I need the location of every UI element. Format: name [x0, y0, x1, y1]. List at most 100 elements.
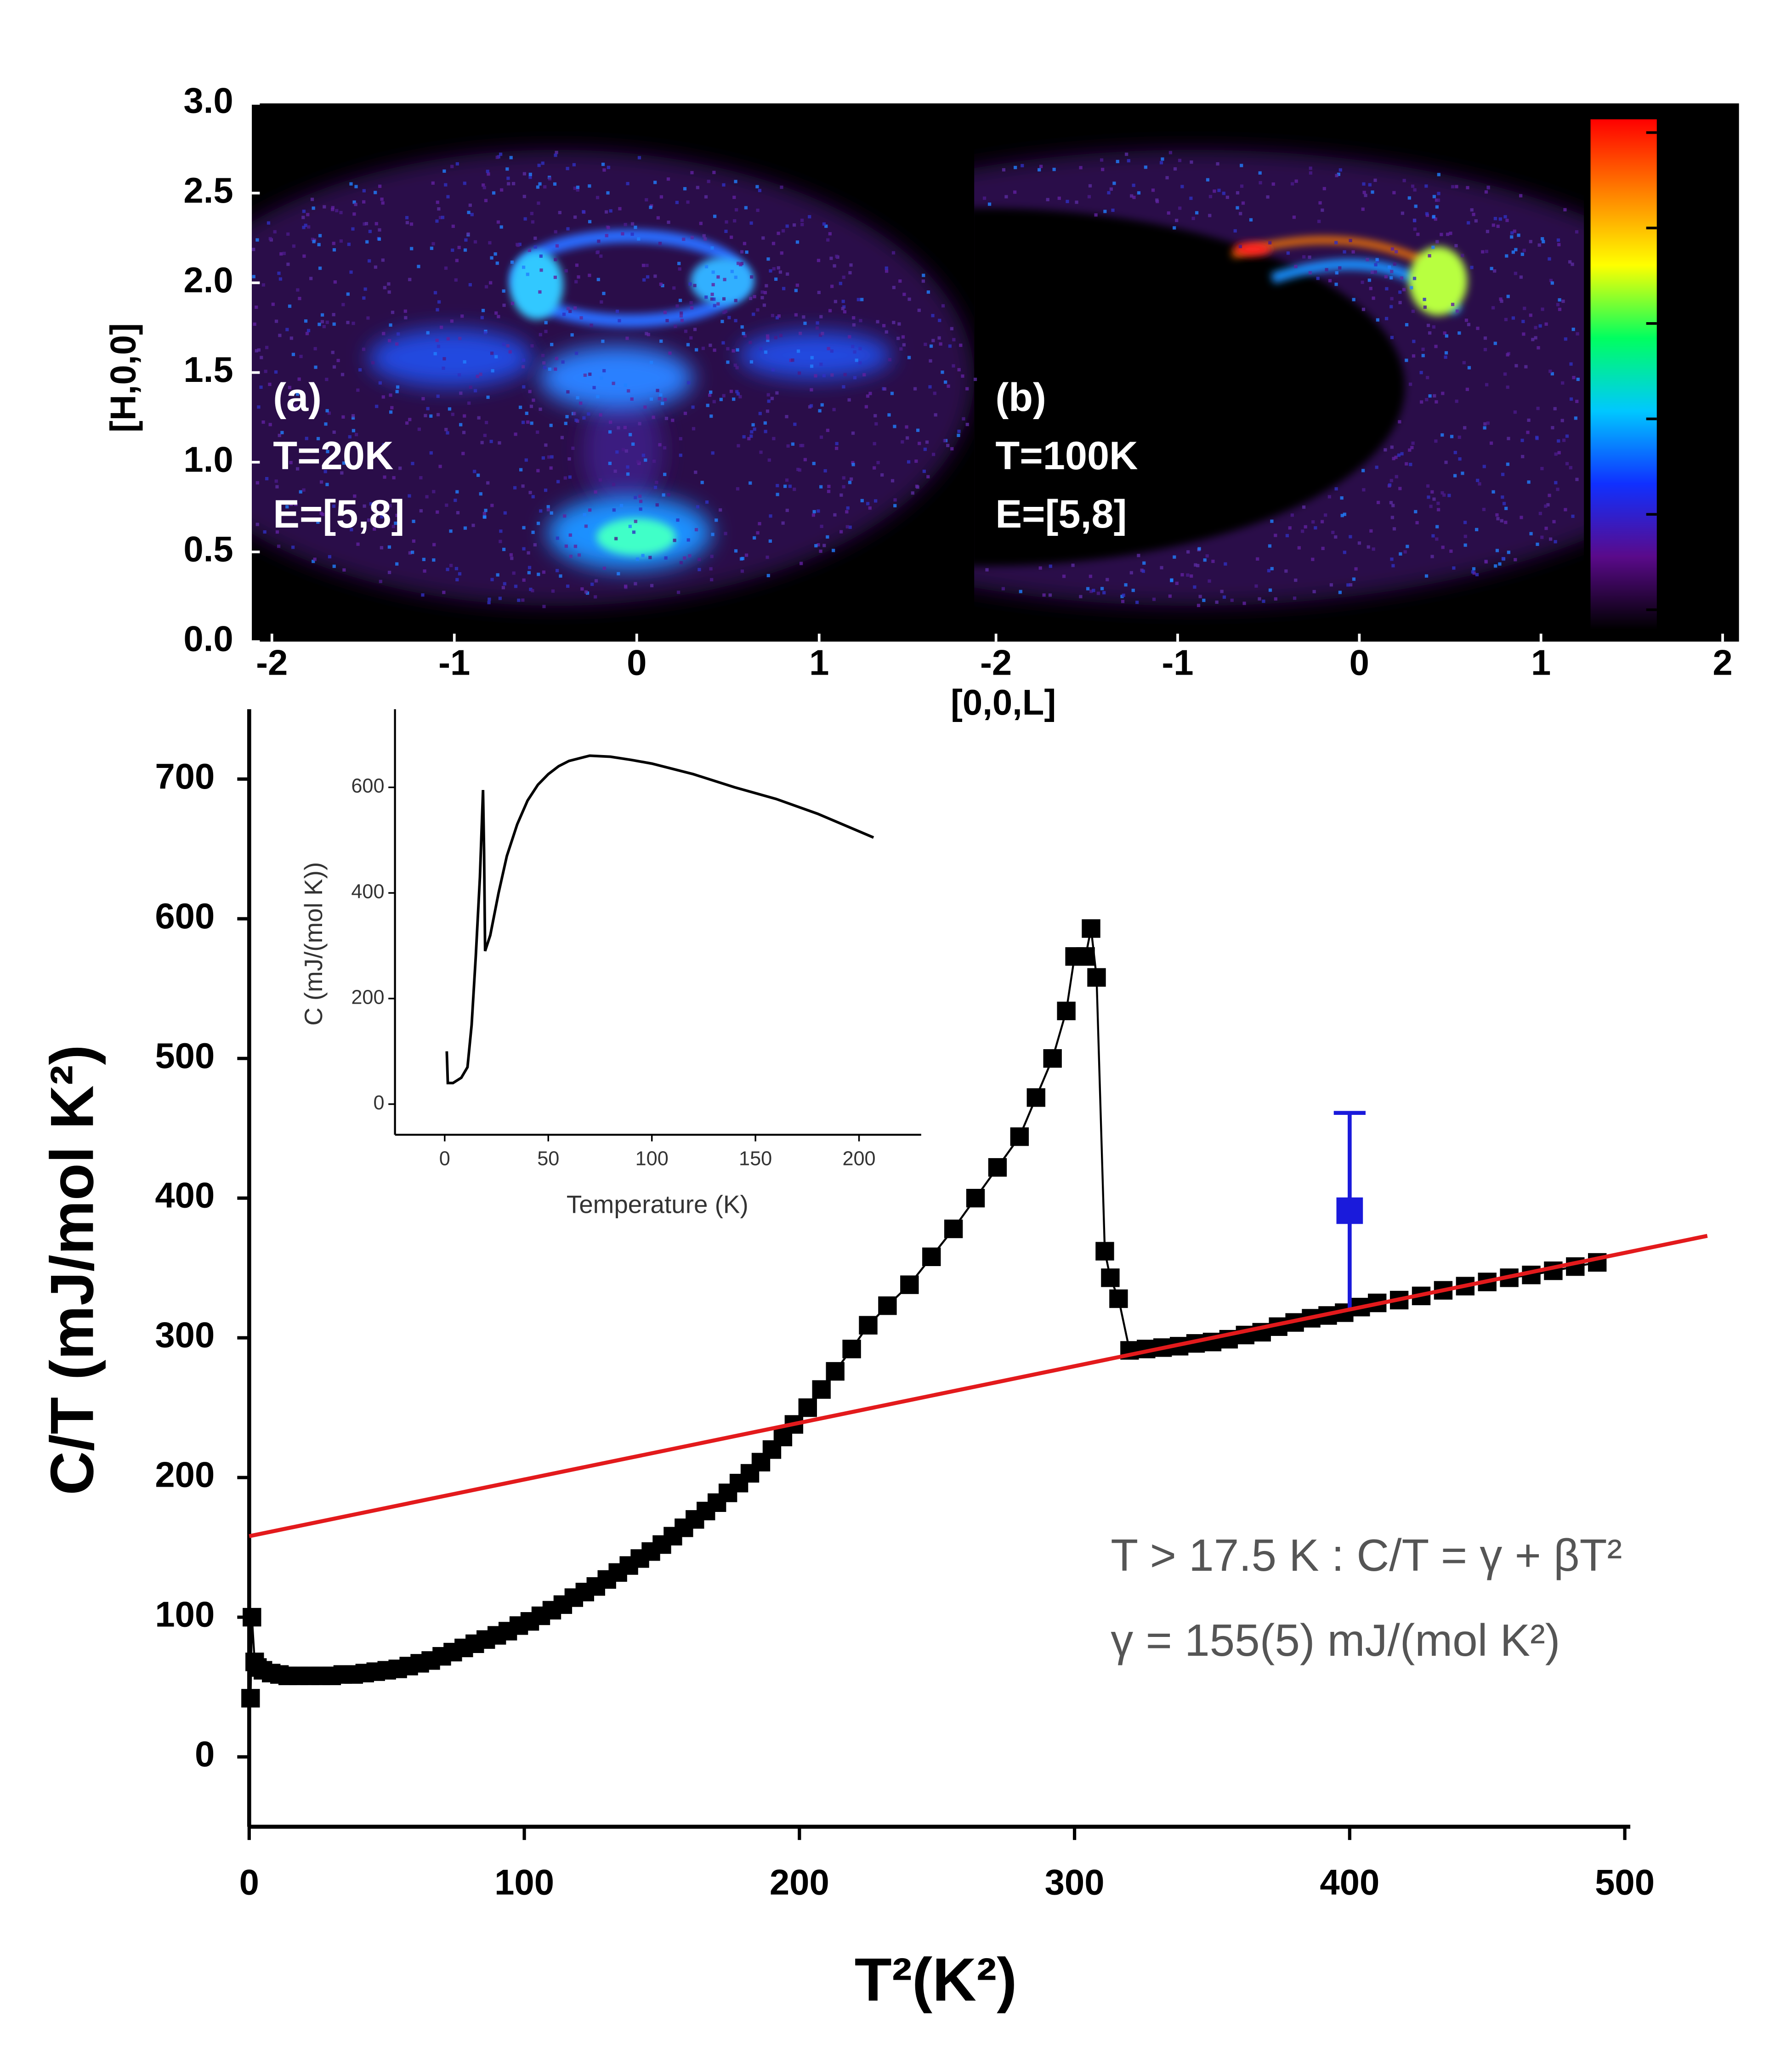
speckle [1556, 303, 1560, 307]
speckle [576, 185, 580, 189]
speckle [1407, 196, 1411, 200]
speckle [514, 585, 518, 588]
speckle [395, 562, 399, 566]
speckle [366, 316, 370, 320]
speckle [810, 364, 814, 368]
speckle [722, 183, 726, 187]
speckle [734, 549, 738, 553]
speckle [771, 313, 775, 318]
speckle [529, 404, 533, 408]
speckle [1493, 216, 1497, 221]
speckle [1436, 199, 1440, 202]
speckle [779, 334, 783, 337]
speckle [724, 309, 728, 313]
speckle [503, 582, 506, 585]
speckle [1474, 219, 1478, 223]
speckle [275, 530, 279, 534]
speckle [1475, 573, 1479, 577]
speckle [1415, 521, 1419, 525]
speckle [1424, 184, 1428, 188]
speckle [934, 413, 937, 417]
speckle [527, 249, 531, 252]
speckle [388, 339, 391, 342]
speckle [487, 172, 490, 176]
speckle [1335, 271, 1338, 275]
speckle [408, 418, 412, 421]
speckle [327, 458, 330, 461]
speckle [1549, 537, 1553, 541]
speckle [1495, 549, 1499, 552]
speckle [1220, 590, 1224, 593]
data-point [812, 1380, 831, 1399]
speckle [419, 476, 423, 480]
speckle [943, 439, 947, 443]
speckle [460, 314, 464, 318]
speckle [732, 349, 735, 353]
speckle [1334, 535, 1338, 539]
speckle [1529, 532, 1533, 535]
speckle [503, 511, 507, 515]
speckle [775, 391, 779, 395]
speckle [819, 333, 822, 337]
speckle [1079, 595, 1083, 598]
speckle [405, 216, 409, 220]
speckle [952, 338, 956, 341]
speckle [1397, 453, 1401, 457]
speckle [684, 330, 688, 333]
speckle [1452, 566, 1456, 570]
speckle [800, 562, 803, 565]
speckle [1457, 331, 1461, 335]
speckle [1384, 448, 1387, 452]
speckle [858, 347, 862, 351]
speckle [302, 254, 306, 258]
speckle [916, 485, 919, 489]
speckle [1180, 185, 1184, 188]
speckle [630, 232, 634, 236]
speckle [1266, 195, 1270, 199]
speckle [1366, 258, 1369, 261]
y-tick-label: 2.0 [183, 260, 233, 300]
speckle [615, 309, 619, 313]
panel-annotation: (a) [273, 375, 322, 420]
speckle [358, 368, 362, 372]
speckle [780, 251, 783, 255]
speckle [1321, 208, 1324, 212]
speckle [350, 528, 353, 532]
speckle [1352, 577, 1356, 581]
speckle [957, 368, 961, 372]
speckle [634, 519, 637, 523]
speckle [1135, 601, 1139, 604]
speckle [1294, 179, 1298, 183]
speckle [1441, 392, 1445, 395]
speckle [1527, 480, 1531, 484]
speckle [499, 153, 503, 156]
speckle [646, 275, 650, 279]
speckle [1102, 591, 1106, 595]
speckle [812, 461, 816, 466]
speckle [523, 217, 527, 221]
speckle [341, 415, 345, 419]
speckle [391, 525, 395, 528]
speckle [1198, 595, 1202, 598]
speckle [382, 443, 386, 447]
speckle [260, 356, 263, 359]
speckle [885, 266, 888, 270]
speckle [1155, 198, 1159, 202]
speckle [456, 511, 460, 515]
speckle [1208, 579, 1211, 583]
speckle [819, 435, 823, 439]
colorbar-tick-label: 2 [1667, 481, 1697, 540]
y-tick-label: 600 [155, 896, 215, 936]
speckle [354, 185, 358, 188]
speckle [1537, 346, 1540, 350]
speckle [1511, 250, 1515, 254]
speckle [1241, 201, 1245, 205]
speckle [656, 216, 660, 220]
speckle [559, 574, 562, 578]
speckle [432, 558, 436, 562]
speckle [614, 537, 618, 540]
speckle [576, 396, 579, 400]
speckle [737, 444, 740, 448]
speckle [446, 431, 449, 435]
speckle [1369, 287, 1372, 290]
